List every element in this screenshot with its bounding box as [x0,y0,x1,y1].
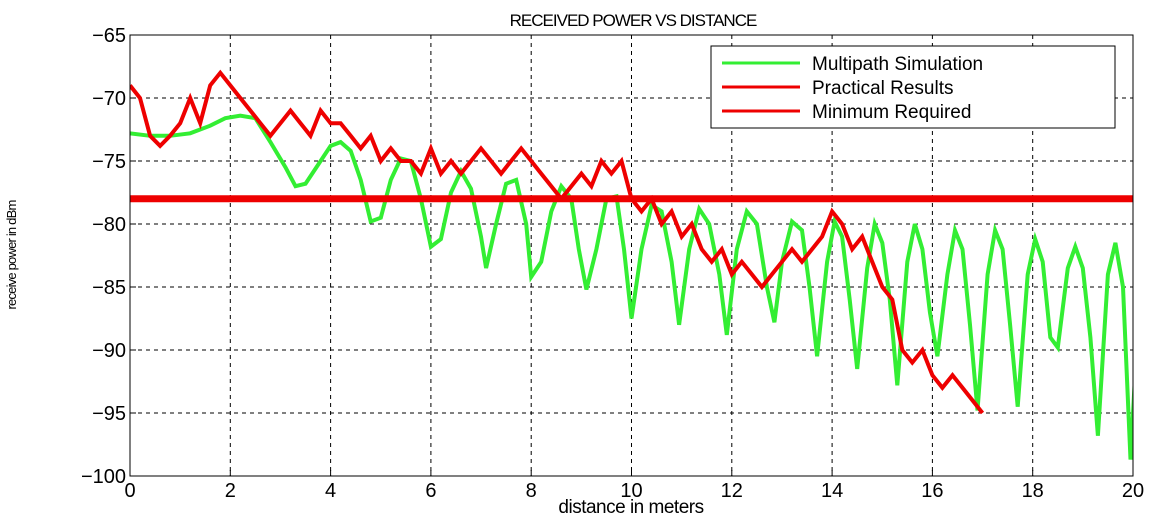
y-tick-label: −70 [92,88,126,110]
series-group [130,69,1133,460]
legend-label: Practical Results [812,78,954,99]
x-tick-label: 2 [225,480,236,502]
y-tick-label: −100 [81,466,126,488]
y-tick-label: −75 [92,151,126,173]
y-tick-label: −90 [92,340,126,362]
x-tick-label: 20 [1122,480,1144,502]
axis-ticks: 0 2 4 6 8 10 12 14 16 18 20 −65 −70 −75 −80 −85 −90 −95 −1… [81,25,1144,502]
x-tick-label: 18 [1022,480,1044,502]
y-tick-label: −85 [92,277,126,299]
legend-label: Multipath Simulation [812,54,983,75]
x-tick-label: 6 [425,480,436,502]
y-tick-label: −65 [92,25,126,47]
x-tick-label: 14 [821,480,843,502]
x-tick-label: 10 [620,480,642,502]
x-tick-label: 4 [325,480,336,502]
x-tick-label: 16 [921,480,943,502]
y-tick-label: −95 [92,403,126,425]
x-tick-label: 0 [124,480,135,502]
x-tick-label: 8 [526,480,537,502]
plot-frame [129,34,1134,477]
y-axis-label: receive power in dBm [4,201,19,310]
x-tick-label: 12 [721,480,743,502]
legend: Multipath Simulation Practical Results Min… [710,45,1116,129]
x-axis-label: distance in meters [558,497,703,518]
multipath-simulation-line [130,113,1133,460]
practical-results-line [130,69,985,415]
chart-title: RECEIVED POWER VS DISTANCE [510,11,757,30]
y-tick-label: −80 [92,214,126,236]
legend-label: Minimum Required [812,102,971,123]
